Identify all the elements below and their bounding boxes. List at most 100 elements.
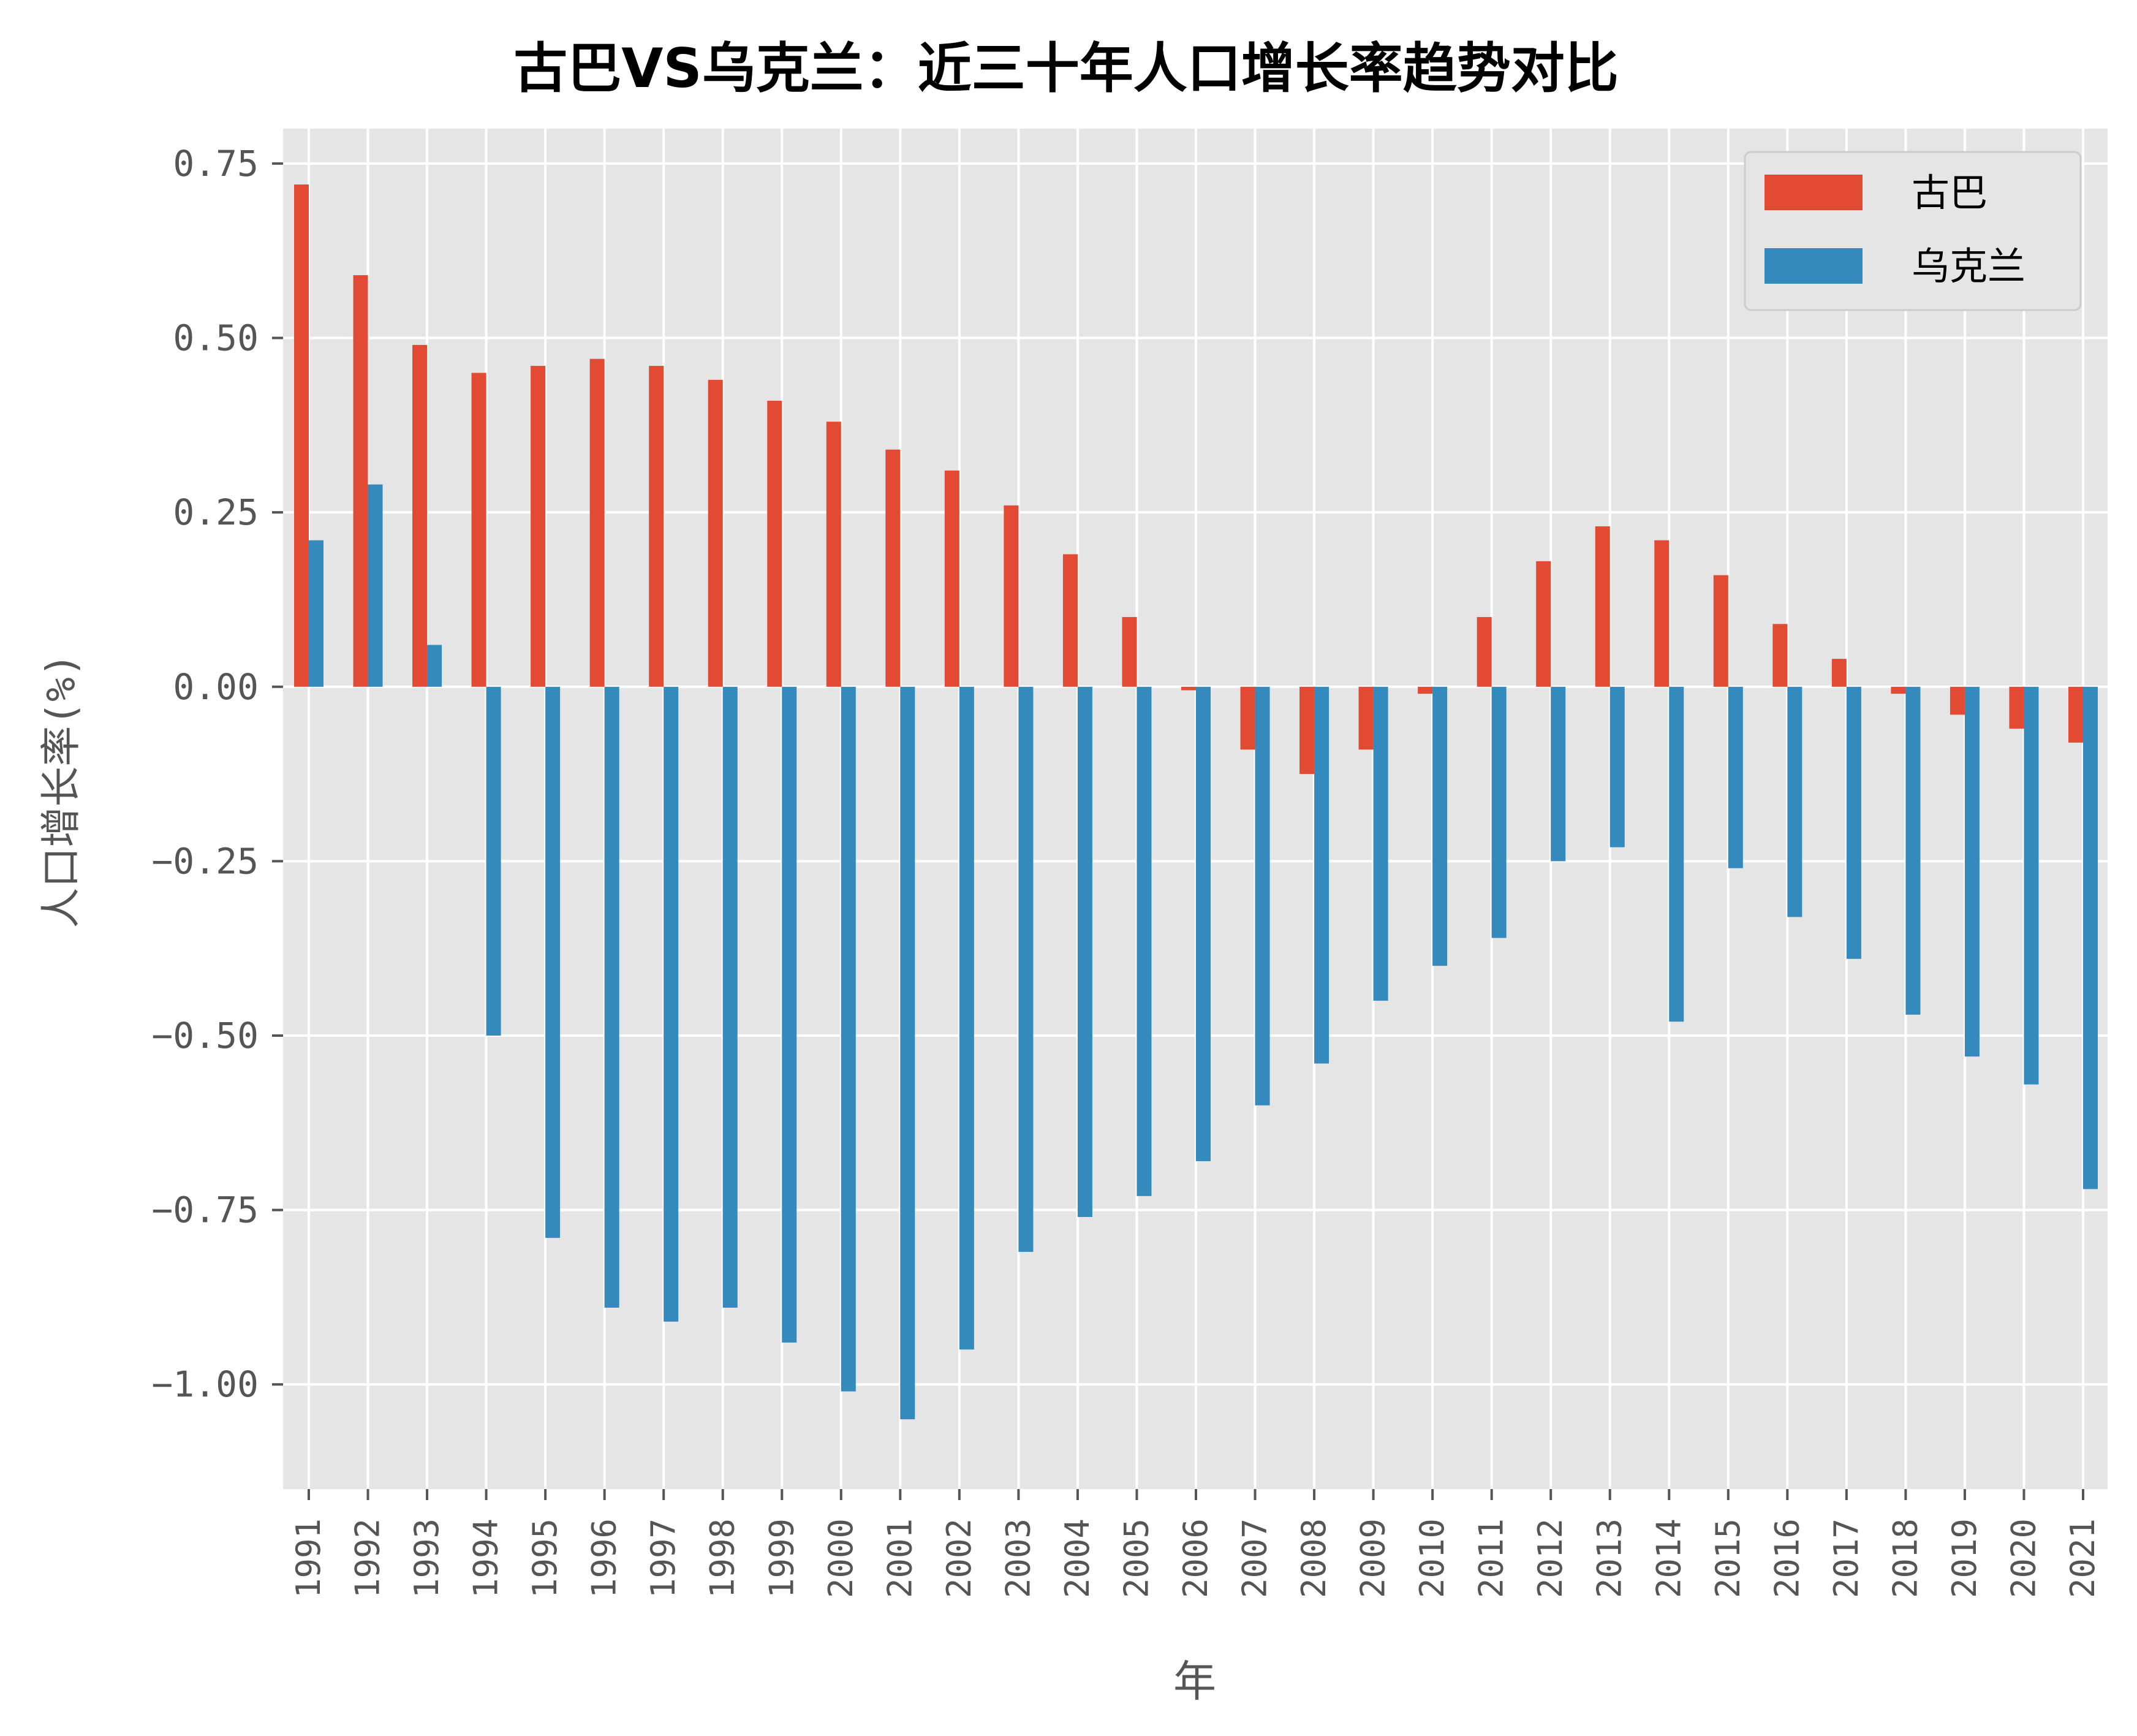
bar-ukraine-2006	[1196, 686, 1211, 1161]
bar-ukraine-1995	[545, 686, 561, 1238]
bar-cuba-2006	[1181, 686, 1196, 691]
bar-ukraine-2007	[1255, 686, 1270, 1105]
legend-label-ukraine: 乌克兰	[1912, 244, 2025, 289]
x-tick-label: 2006	[1176, 1518, 1215, 1598]
bar-cuba-2020	[2009, 686, 2024, 729]
bar-cuba-2013	[1595, 526, 1610, 687]
y-tick-label: 0.00	[173, 666, 259, 708]
bar-ukraine-2012	[1551, 686, 1566, 862]
bar-ukraine-1991	[309, 540, 323, 687]
bar-ukraine-2010	[1432, 686, 1448, 966]
bar-cuba-2003	[1004, 505, 1019, 687]
bar-cuba-1999	[767, 401, 782, 687]
bar-ukraine-2021	[2083, 686, 2098, 1189]
bar-cuba-2012	[1536, 561, 1551, 687]
x-tick-label: 2021	[2063, 1518, 2102, 1598]
bar-ukraine-2003	[1018, 686, 1034, 1252]
bar-ukraine-1998	[722, 686, 738, 1308]
bar-cuba-2008	[1299, 686, 1315, 775]
bar-cuba-2016	[1772, 624, 1788, 687]
x-tick-label: 1992	[349, 1518, 387, 1598]
x-tick-label: 1991	[289, 1518, 328, 1598]
bar-cuba-1992	[353, 275, 368, 687]
bar-ukraine-1993	[427, 645, 442, 687]
bar-ukraine-2000	[841, 686, 856, 1392]
x-axis: 1991 1992 1993 1994 1995 1996 1997 1998 1999 2000…	[289, 1489, 2102, 1598]
bar-cuba-1997	[649, 366, 664, 687]
y-tick-label: −0.50	[151, 1015, 259, 1056]
legend-swatch-cuba	[1764, 175, 1863, 210]
x-tick-label: 2016	[1768, 1518, 1806, 1598]
x-tick-label: 2005	[1117, 1518, 1155, 1598]
bar-cuba-2021	[2068, 686, 2083, 743]
legend-swatch-ukraine	[1764, 248, 1863, 284]
x-tick-label: 2014	[1649, 1518, 1688, 1598]
y-tick-label: 0.50	[173, 317, 259, 359]
bar-ukraine-1996	[604, 686, 619, 1308]
bar-ukraine-2002	[959, 686, 974, 1350]
x-tick-label: 2011	[1472, 1518, 1511, 1598]
x-tick-label: 1994	[467, 1518, 505, 1598]
bars	[294, 184, 2098, 1420]
chart-title: 古巴VS乌克兰：近三十年人口增长率趋势对比	[513, 37, 1619, 100]
x-tick-label: 2009	[1354, 1518, 1393, 1598]
bar-cuba-2014	[1654, 540, 1670, 687]
y-tick-label: 0.25	[173, 491, 259, 533]
x-tick-label: 2010	[1413, 1518, 1451, 1598]
x-tick-label: 2008	[1295, 1518, 1333, 1598]
x-tick-label: 2003	[999, 1518, 1037, 1598]
legend-label-cuba: 古巴	[1912, 170, 1988, 215]
legend: 古巴 乌克兰	[1744, 151, 2082, 311]
x-tick-label: 2012	[1531, 1518, 1570, 1598]
x-tick-label: 2019	[1945, 1518, 1984, 1598]
bar-cuba-2001	[885, 449, 901, 687]
bar-cuba-2019	[1950, 686, 1965, 715]
x-tick-label: 1995	[526, 1518, 564, 1598]
bar-ukraine-2005	[1137, 686, 1152, 1196]
y-tick-label: −0.75	[151, 1189, 259, 1231]
x-tick-label: 2017	[1827, 1518, 1866, 1598]
x-tick-label: 2015	[1709, 1518, 1747, 1598]
bar-ukraine-2001	[900, 686, 915, 1420]
bar-cuba-2010	[1418, 686, 1433, 694]
bar-cuba-2009	[1358, 686, 1374, 750]
bar-ukraine-1999	[782, 686, 797, 1343]
bar-ukraine-2017	[1846, 686, 1861, 959]
bar-ukraine-2016	[1787, 686, 1802, 917]
bar-ukraine-2008	[1314, 686, 1329, 1064]
x-tick-label: 2007	[1236, 1518, 1274, 1598]
x-tick-label: 1998	[703, 1518, 742, 1598]
bar-ukraine-2009	[1373, 686, 1388, 1001]
bar-cuba-2005	[1122, 616, 1137, 687]
bar-cuba-2004	[1062, 554, 1078, 687]
y-tick-label: −1.00	[151, 1363, 259, 1405]
x-tick-label: 1999	[762, 1518, 801, 1598]
x-tick-label: 1997	[644, 1518, 683, 1598]
x-tick-label: 2000	[822, 1518, 860, 1598]
bar-ukraine-2011	[1491, 686, 1507, 938]
bar-cuba-2017	[1831, 659, 1847, 687]
x-tick-label: 2004	[1058, 1518, 1097, 1598]
bar-cuba-1996	[589, 358, 605, 687]
x-tick-label: 1996	[585, 1518, 624, 1598]
x-tick-label: 2020	[2004, 1518, 2043, 1598]
bar-ukraine-2015	[1728, 686, 1743, 868]
bar-ukraine-1994	[486, 686, 501, 1036]
x-tick-label: 2018	[1886, 1518, 1924, 1598]
bar-cuba-2015	[1713, 575, 1728, 687]
bar-ukraine-2018	[1905, 686, 1921, 1015]
y-tick-label: −0.25	[151, 840, 259, 882]
x-tick-label: 2002	[940, 1518, 978, 1598]
bar-ukraine-2019	[1964, 686, 1980, 1057]
y-axis: 0.75 0.50 0.25 0.00 −0.25 −0.50 −0.75 −1.00	[151, 143, 283, 1405]
bar-ukraine-2014	[1669, 686, 1684, 1022]
x-tick-label: 1993	[407, 1518, 446, 1598]
y-axis-title: 人口增长率(%)	[37, 653, 85, 928]
bar-ukraine-1992	[368, 484, 383, 687]
bar-ukraine-1997	[664, 686, 679, 1322]
bar-cuba-1993	[412, 344, 428, 687]
bar-cuba-1991	[294, 184, 309, 687]
bar-cuba-1998	[708, 379, 723, 687]
y-tick-label: 0.75	[173, 143, 259, 184]
